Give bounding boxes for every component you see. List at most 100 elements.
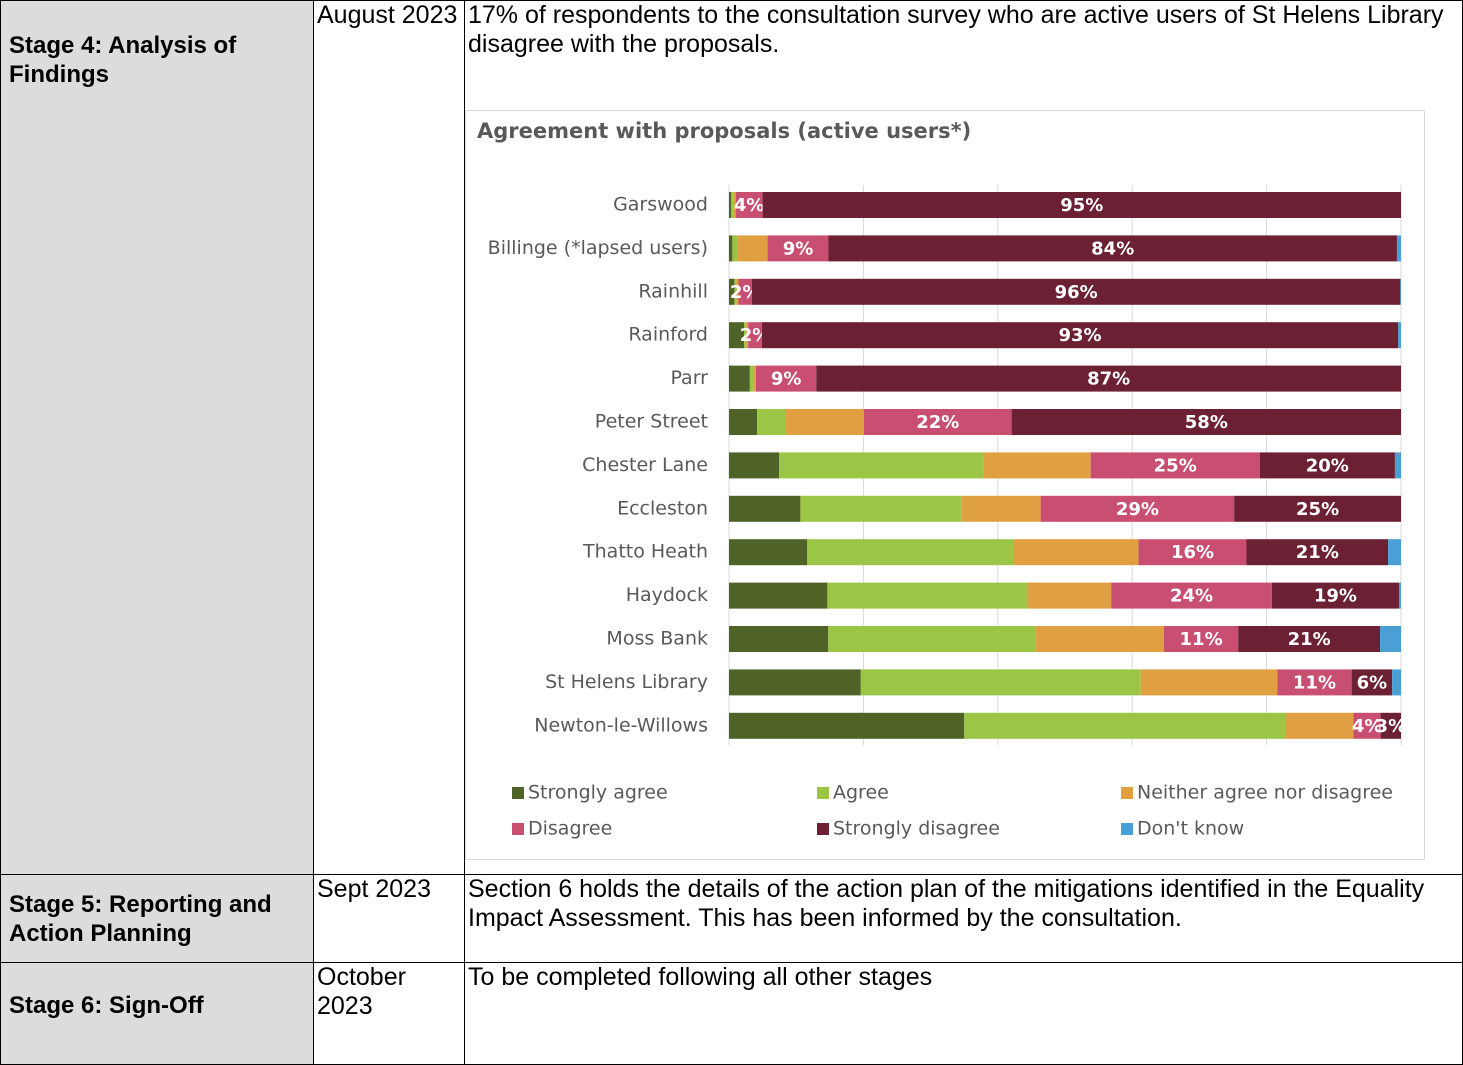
bar-segment: [732, 235, 738, 262]
data-label: 95%: [1060, 195, 1103, 216]
text-cell: To be completed following all other stag…: [464, 962, 1463, 1065]
bar-segment: [961, 495, 1041, 522]
date-cell: Sept 2023: [313, 874, 465, 963]
bar-segment: [729, 626, 829, 652]
category-label: Chester Lane: [582, 454, 708, 476]
category-label: Peter Street: [595, 411, 708, 433]
bar-segment: [729, 235, 733, 262]
date-cell: August 2023: [313, 0, 465, 875]
bar-segment: [1277, 669, 1352, 696]
bar-segment: [1380, 712, 1401, 739]
data-label: 96%: [1055, 282, 1098, 303]
bar-segment: [1035, 626, 1164, 652]
bar-segment: [1138, 539, 1247, 566]
legend-label: Strongly disagree: [833, 818, 1000, 840]
bar-segment: [753, 365, 756, 392]
bar-segment: [1140, 669, 1278, 696]
data-label: 9%: [771, 369, 802, 390]
category-label: Thatto Heath: [582, 541, 708, 563]
bar-segment: [729, 278, 735, 305]
data-label: 22%: [916, 412, 959, 433]
data-label: 84%: [1091, 238, 1134, 259]
bar-segment: [735, 192, 763, 218]
data-label: 11%: [1180, 629, 1223, 650]
legend-swatch: [1121, 823, 1133, 835]
bar-segment: [1394, 452, 1401, 479]
bar-segment: [827, 582, 1027, 609]
legend-label: Don't know: [1137, 818, 1244, 840]
legend-label: Disagree: [528, 818, 612, 840]
data-label: 19%: [1314, 586, 1357, 607]
bar-segment: [762, 192, 1401, 218]
bar-segment: [863, 409, 1012, 435]
bar-segment: [1163, 626, 1239, 652]
data-label: 25%: [1296, 499, 1339, 520]
legend-swatch: [512, 823, 524, 835]
data-label: 21%: [1288, 629, 1331, 650]
bar-segment: [1271, 582, 1399, 609]
stage-label: Stage 5: Reporting and Action Planning: [9, 890, 272, 947]
bar-segment: [828, 626, 1036, 652]
category-label: Eccleston: [617, 497, 708, 519]
bar-segment: [1398, 322, 1401, 349]
bar-segment: [746, 322, 749, 349]
bar-segment: [744, 322, 747, 349]
date-label: October 2023: [317, 963, 406, 1020]
data-label: 11%: [1293, 672, 1336, 693]
data-label: 21%: [1296, 542, 1339, 563]
date-cell: October 2023: [313, 962, 465, 1065]
bar-segment: [1285, 712, 1354, 739]
bar-segment: [1090, 452, 1260, 479]
bar-segment: [755, 365, 817, 392]
bar-segment: [749, 365, 754, 392]
bar-segment: [964, 712, 1286, 739]
bar-segment: [1396, 235, 1401, 262]
bar-segment: [983, 452, 1091, 479]
text-cell: Section 6 holds the details of the actio…: [464, 874, 1463, 963]
date-label: August 2023: [317, 1, 458, 29]
legend-swatch: [817, 823, 829, 835]
stage-cell: Stage 5: Reporting and Action Planning: [0, 874, 314, 963]
bar-segment: [738, 278, 752, 305]
chart-frame: [465, 110, 1425, 860]
bar-segment: [1111, 582, 1272, 609]
bar-segment: [729, 712, 965, 739]
category-label: Garswood: [613, 194, 708, 216]
data-label: 25%: [1154, 455, 1197, 476]
category-label: Parr: [670, 367, 708, 389]
data-label: 29%: [1116, 499, 1159, 520]
data-label: 87%: [1087, 369, 1130, 390]
bar-segment: [748, 322, 762, 349]
data-label: 58%: [1185, 412, 1228, 433]
bar-segment: [737, 235, 768, 262]
bar-segment: [729, 192, 732, 218]
legend-label: Agree: [833, 782, 889, 804]
data-label: 9%: [783, 238, 814, 259]
bar-segment: [767, 235, 829, 262]
bar-segment: [751, 278, 1401, 305]
bar-segment: [1351, 669, 1393, 696]
bar-segment: [1238, 626, 1381, 652]
bar-segment: [860, 669, 1141, 696]
bar-segment: [729, 322, 745, 349]
data-label: 4%: [1352, 716, 1383, 737]
bar-segment: [729, 539, 808, 566]
bar-segment: [1011, 409, 1401, 435]
bar-segment: [729, 365, 750, 392]
bar-segment: [1398, 582, 1401, 609]
data-label: 4%: [734, 195, 765, 216]
data-label: 3%: [1376, 716, 1407, 737]
date-label: Sept 2023: [317, 875, 431, 903]
category-label: St Helens Library: [545, 671, 708, 693]
bar-segment: [1353, 712, 1381, 739]
bar-segment: [729, 582, 828, 609]
stage-label: Stage 4: Analysis of Findings: [9, 32, 237, 88]
category-label: Rainhill: [638, 280, 708, 302]
legend-swatch: [1121, 787, 1133, 799]
data-label: 24%: [1170, 586, 1213, 607]
bar-segment: [1246, 539, 1389, 566]
stage-cell: Stage 4: Analysis of Findings: [0, 0, 314, 875]
bar-segment: [1388, 539, 1401, 566]
bar-segment: [729, 409, 758, 435]
bar-segment: [729, 495, 801, 522]
